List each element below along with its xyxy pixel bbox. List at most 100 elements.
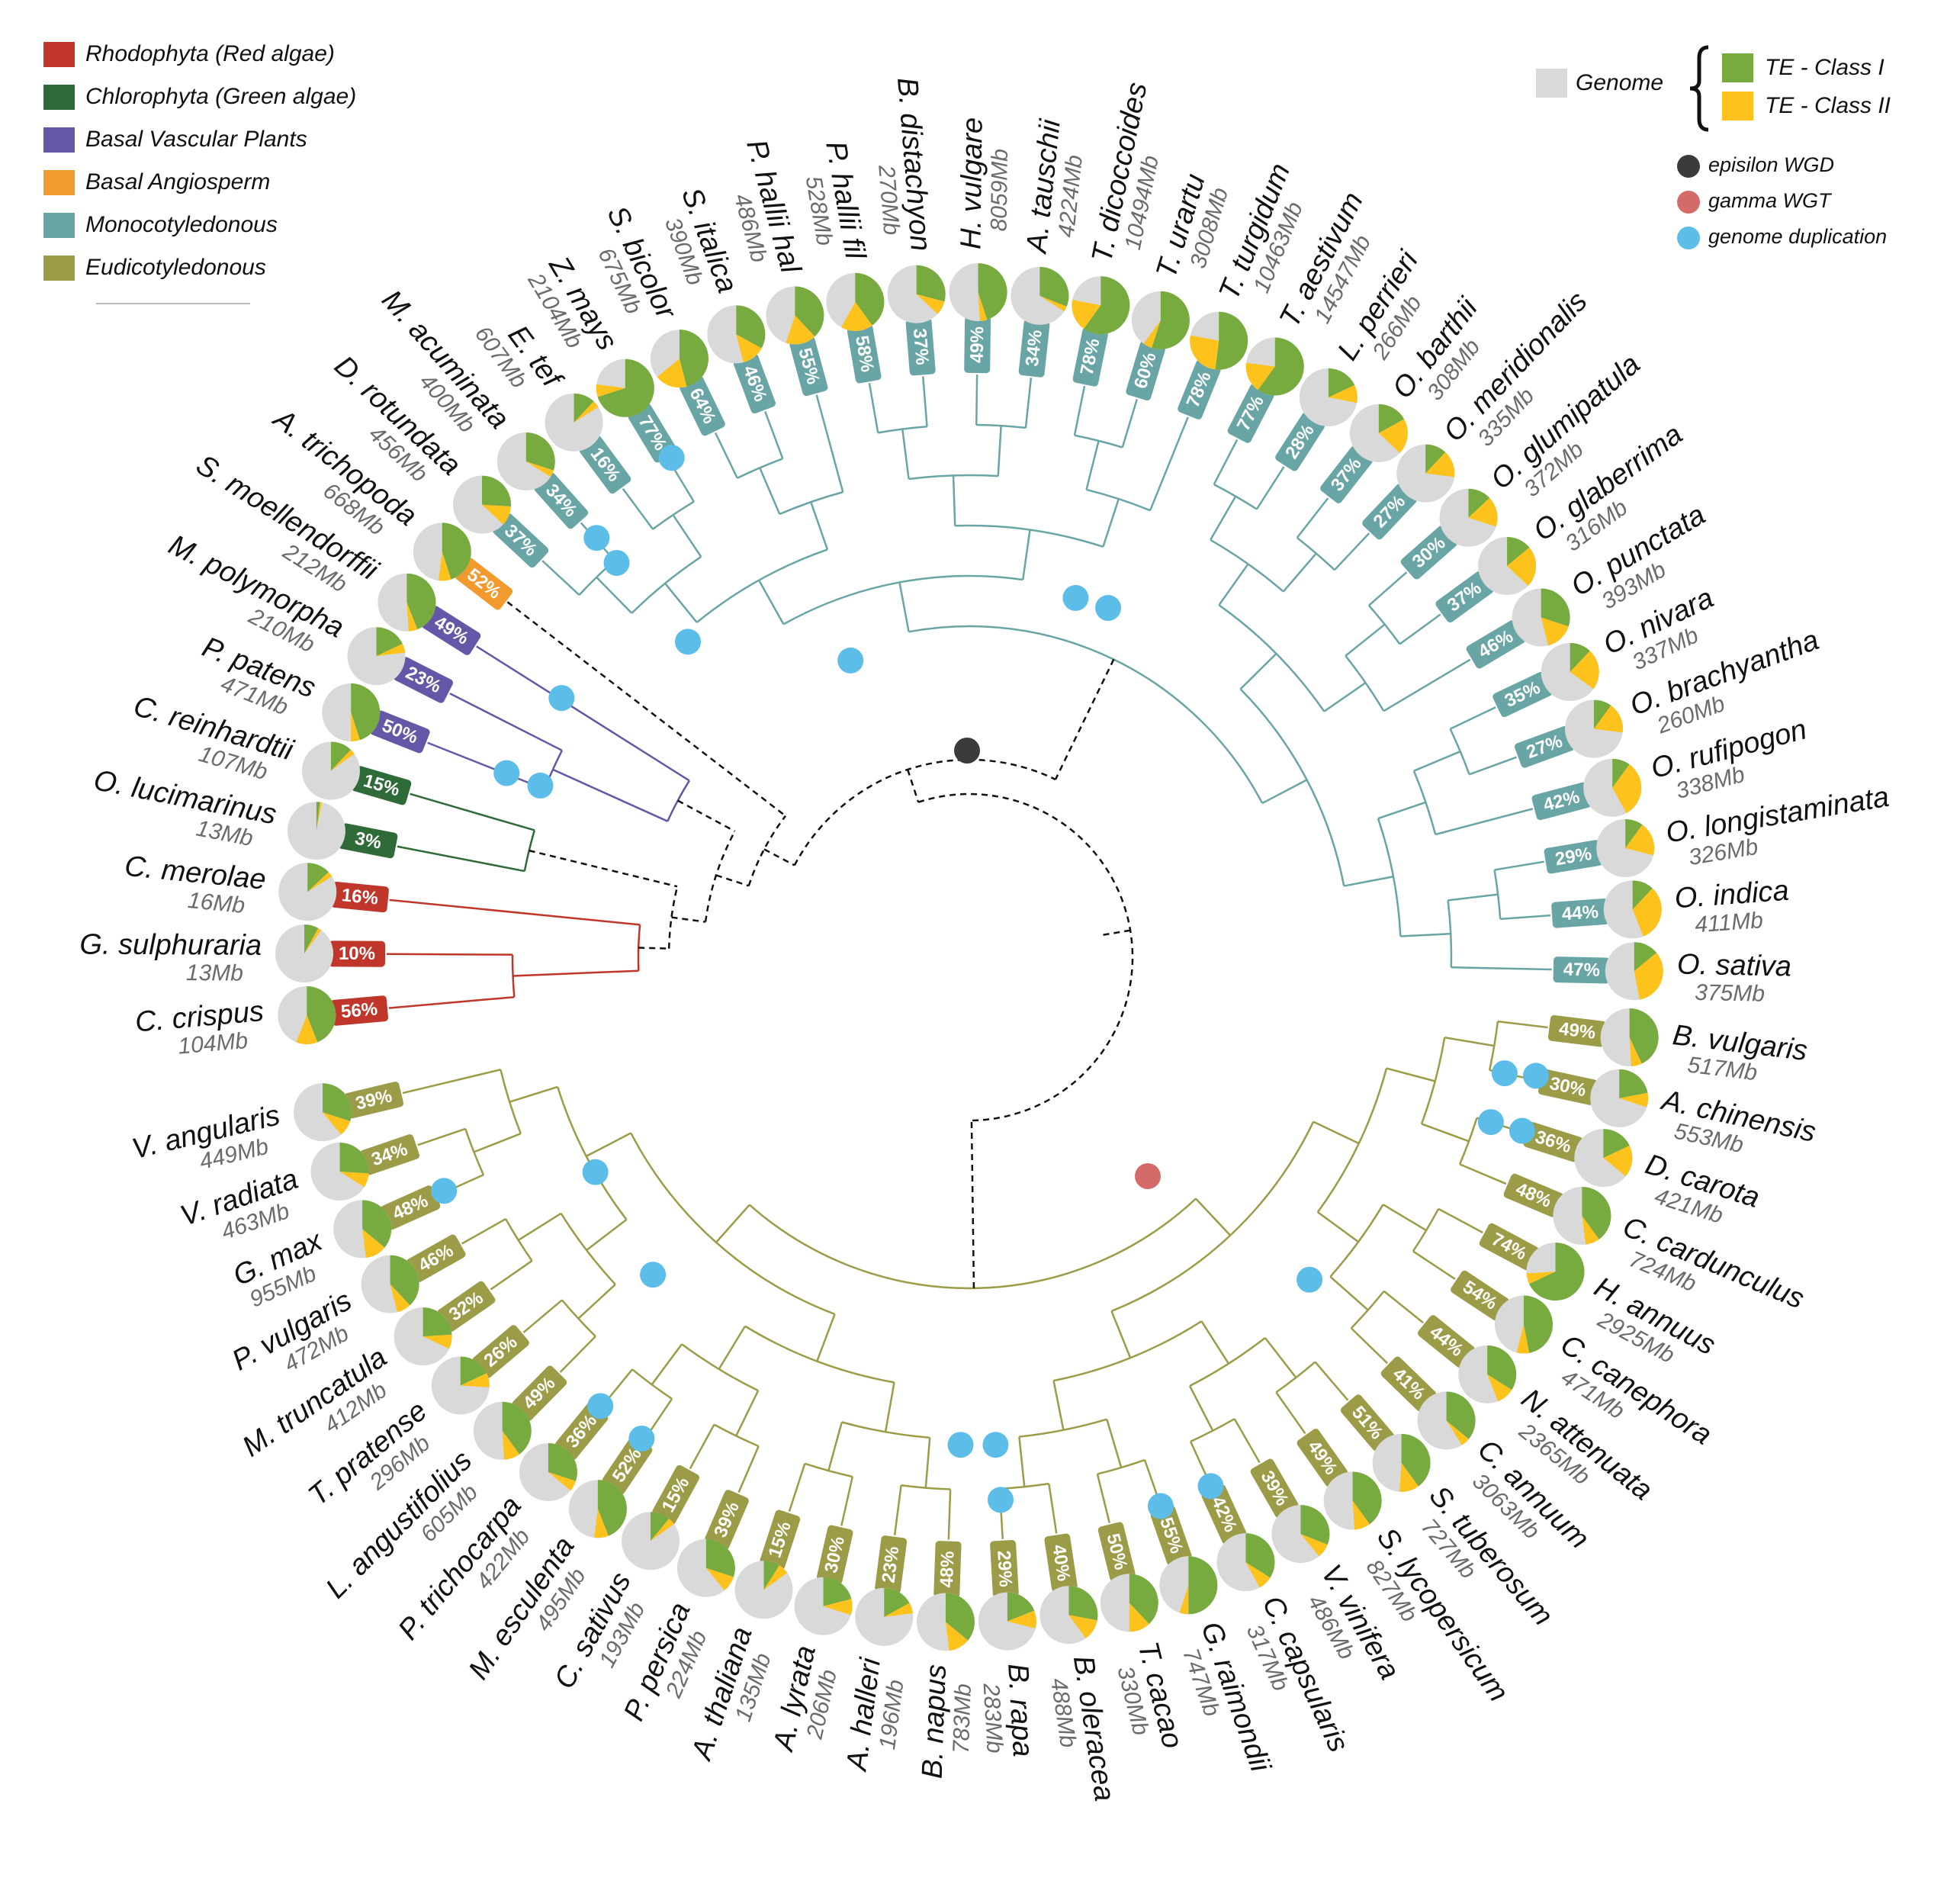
legend-swatch — [43, 85, 75, 110]
tree-branch — [1413, 751, 1461, 772]
te-box-bg — [330, 995, 388, 1026]
tree-branch — [1350, 1327, 1388, 1365]
tree-branch — [512, 969, 639, 977]
tree-branch — [1210, 496, 1237, 541]
te-box: 78% — [1072, 327, 1108, 387]
tree-branch — [388, 995, 515, 1009]
tree-branch — [764, 411, 784, 459]
tree-branch — [1459, 1163, 1507, 1185]
tree-arc — [511, 954, 516, 998]
tree-branch — [529, 849, 678, 888]
pie-class2 — [296, 1014, 318, 1044]
tree-branch — [476, 645, 690, 782]
te-box: 58% — [847, 324, 882, 384]
tree-branch — [490, 1259, 533, 1291]
te-box: 29% — [1544, 840, 1603, 874]
pie-class2 — [525, 461, 554, 477]
pie-class2 — [1300, 1534, 1328, 1557]
event-dot — [603, 550, 630, 576]
pie-class2 — [1007, 1610, 1036, 1629]
te-box-bg — [1479, 1223, 1539, 1271]
pie-class2 — [1352, 1500, 1370, 1530]
tree-branch — [868, 383, 879, 433]
te-box: 50% — [1097, 1522, 1136, 1582]
species-name: B. rapa — [1001, 1663, 1039, 1758]
event-dot — [947, 1432, 974, 1458]
pie-class2 — [1612, 764, 1642, 814]
te-box-bg — [1126, 340, 1165, 401]
legend-label: Chlorophyta (Green algae) — [85, 84, 356, 109]
te-box-bg — [1515, 726, 1575, 768]
te-box-bg — [1227, 383, 1274, 443]
tree-branch — [924, 1437, 931, 1488]
pie-class1 — [1378, 403, 1405, 433]
te-box: 23% — [875, 1535, 908, 1594]
tree-arc — [1275, 1361, 1316, 1394]
event-dot — [548, 685, 575, 712]
tree-branch — [884, 1382, 895, 1432]
te-percent: 60% — [1130, 350, 1161, 391]
tree-branch — [1400, 932, 1451, 937]
te-box-bg — [789, 336, 828, 397]
te-box-bg — [1150, 1505, 1192, 1566]
te-percent: 15% — [361, 770, 402, 800]
te-box-bg — [359, 1134, 420, 1175]
pie-class1 — [525, 432, 555, 471]
tree-branch — [1438, 1207, 1483, 1234]
pie-class1 — [823, 1577, 852, 1606]
pie-class2 — [548, 1471, 577, 1491]
tree-branch — [827, 1422, 843, 1471]
te-box: 15% — [652, 1464, 699, 1525]
pie-class1 — [945, 1593, 975, 1641]
tree-branch — [1314, 1361, 1349, 1401]
te-percent: 49% — [967, 326, 988, 363]
pie-class2 — [978, 292, 988, 322]
pie-class1 — [330, 741, 351, 771]
event-dot — [1477, 1109, 1504, 1136]
pie-class2 — [1603, 1145, 1633, 1177]
event-dot — [675, 629, 701, 655]
species-name: O. indica — [1673, 875, 1790, 915]
pie-class1 — [376, 627, 403, 657]
tree-branch — [1444, 1036, 1495, 1047]
legend-swatch — [43, 213, 75, 238]
te-box-bg — [330, 881, 389, 913]
pie-class2 — [596, 384, 625, 397]
te-percent: 48% — [937, 1551, 959, 1588]
te-box-bg — [1551, 899, 1609, 928]
pie-class2 — [1516, 1324, 1530, 1354]
pie-class1 — [307, 985, 336, 1043]
te-box-bg — [933, 1541, 962, 1598]
te-percent: 42% — [1541, 786, 1582, 815]
legend-label: Monocotyledonous — [85, 212, 278, 237]
te-box-bg — [1201, 1484, 1246, 1545]
event-dot — [628, 1426, 655, 1452]
tree-arc — [1449, 728, 1470, 775]
pie-class2 — [945, 1622, 969, 1651]
tree-branch — [461, 1217, 506, 1245]
te-box: 15% — [352, 766, 412, 805]
tree-branch — [1317, 1211, 1359, 1243]
te-box: 30% — [1537, 1069, 1598, 1105]
tree-branch — [1106, 1419, 1123, 1468]
te-box-bg — [652, 1464, 699, 1525]
legend-event: genome duplication — [1708, 225, 1887, 248]
tree-branch — [1313, 1120, 1360, 1145]
pie-class2 — [1632, 888, 1662, 937]
tree-branch — [1345, 623, 1386, 657]
te-percent: 34% — [1022, 329, 1046, 368]
te-percent: 50% — [1102, 1532, 1131, 1572]
te-box-bg — [875, 1535, 908, 1594]
te-box-bg — [1435, 571, 1494, 623]
te-box-bg — [394, 657, 453, 703]
tree-arc — [523, 830, 536, 872]
te-box-bg — [492, 513, 549, 568]
pie-class1 — [884, 1587, 910, 1617]
pie-class2 — [482, 504, 511, 525]
genome-size: 375Mb — [1695, 980, 1765, 1007]
tree-arc — [1218, 604, 1325, 712]
tree-branch — [893, 1485, 902, 1535]
pie-class1 — [1084, 276, 1130, 335]
te-box-bg — [1320, 445, 1373, 503]
